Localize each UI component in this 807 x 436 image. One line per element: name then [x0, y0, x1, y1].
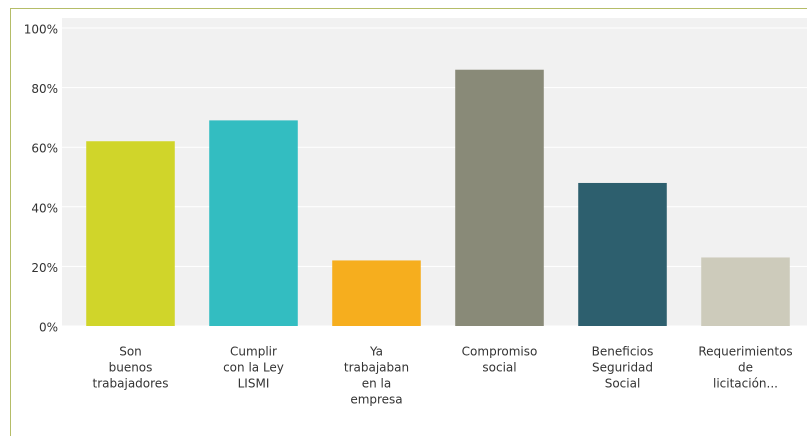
x-tick-label: Son [119, 345, 142, 359]
frame [10, 8, 807, 436]
x-tick-label: buenos [109, 361, 153, 375]
bar [701, 257, 790, 326]
x-tick-label: trabajadores [93, 377, 169, 391]
x-tick-label: Cumplir [230, 345, 277, 359]
x-tick-label: con la Ley [223, 361, 284, 375]
y-tick-label: 80% [31, 82, 58, 96]
y-tick-label: 100% [24, 23, 58, 37]
plot-area [62, 18, 807, 326]
x-tick-label: empresa [350, 393, 402, 407]
x-tick-label: social [482, 361, 516, 375]
x-tick-label: LISMI [238, 377, 270, 391]
x-tick-label: Seguridad [592, 361, 653, 375]
bar [332, 260, 421, 326]
x-tick-label: Beneficios [592, 345, 654, 359]
x-tick-label: Compromiso [462, 345, 538, 359]
y-tick-label: 20% [31, 261, 58, 275]
y-tick-label: 0% [39, 321, 58, 335]
x-tick-label: licitación... [713, 377, 778, 391]
x-tick-label: Social [605, 377, 641, 391]
bar [455, 69, 544, 326]
bar [86, 141, 175, 326]
x-tick-label: trabajaban [344, 361, 409, 375]
x-tick-label: de [738, 361, 753, 375]
y-tick-label: 40% [31, 201, 58, 215]
bar [578, 182, 667, 326]
x-tick-label: Requerimientos [698, 345, 792, 359]
bar [209, 120, 298, 326]
x-tick-label: Ya [369, 345, 383, 359]
y-tick-label: 60% [31, 142, 58, 156]
x-tick-label: en la [362, 377, 392, 391]
